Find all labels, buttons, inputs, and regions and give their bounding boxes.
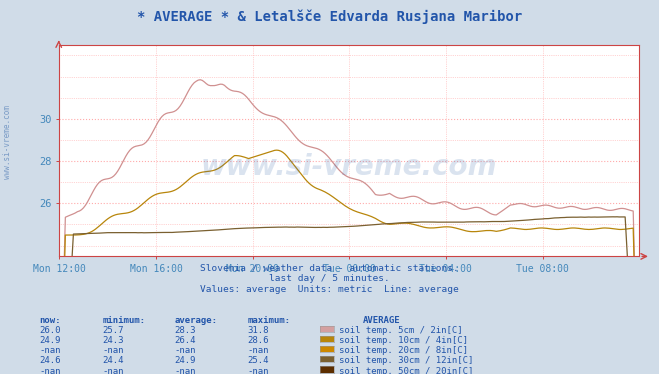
Text: -nan: -nan [40, 346, 61, 355]
Text: -nan: -nan [40, 367, 61, 374]
Text: soil temp. 5cm / 2in[C]: soil temp. 5cm / 2in[C] [339, 326, 463, 335]
Text: -nan: -nan [175, 367, 196, 374]
Text: -nan: -nan [102, 367, 124, 374]
Text: 28.6: 28.6 [247, 336, 269, 345]
Text: AVERAGE: AVERAGE [362, 316, 400, 325]
Text: 31.8: 31.8 [247, 326, 269, 335]
Text: 24.9: 24.9 [175, 356, 196, 365]
Text: -nan: -nan [102, 346, 124, 355]
Text: 24.6: 24.6 [40, 356, 61, 365]
Text: 28.3: 28.3 [175, 326, 196, 335]
Text: -nan: -nan [247, 346, 269, 355]
Text: soil temp. 20cm / 8in[C]: soil temp. 20cm / 8in[C] [339, 346, 469, 355]
Text: 25.7: 25.7 [102, 326, 124, 335]
Text: 25.4: 25.4 [247, 356, 269, 365]
Text: soil temp. 30cm / 12in[C]: soil temp. 30cm / 12in[C] [339, 356, 474, 365]
Text: 24.9: 24.9 [40, 336, 61, 345]
Text: average:: average: [175, 316, 217, 325]
Text: maximum:: maximum: [247, 316, 290, 325]
Text: www.si-vreme.com: www.si-vreme.com [201, 153, 498, 181]
Text: -nan: -nan [175, 346, 196, 355]
Text: 24.3: 24.3 [102, 336, 124, 345]
Text: 26.4: 26.4 [175, 336, 196, 345]
Text: 24.4: 24.4 [102, 356, 124, 365]
Text: soil temp. 50cm / 20in[C]: soil temp. 50cm / 20in[C] [339, 367, 474, 374]
Text: 26.0: 26.0 [40, 326, 61, 335]
Text: www.si-vreme.com: www.si-vreme.com [3, 105, 13, 179]
Text: * AVERAGE * & Letalšče Edvarda Rusjana Maribor: * AVERAGE * & Letalšče Edvarda Rusjana M… [137, 9, 522, 24]
Text: Values: average  Units: metric  Line: average: Values: average Units: metric Line: aver… [200, 285, 459, 294]
Text: minimum:: minimum: [102, 316, 145, 325]
Text: last day / 5 minutes.: last day / 5 minutes. [269, 274, 390, 283]
Text: now:: now: [40, 316, 61, 325]
Text: Slovenia / weather data - automatic stations.: Slovenia / weather data - automatic stat… [200, 264, 459, 273]
Text: soil temp. 10cm / 4in[C]: soil temp. 10cm / 4in[C] [339, 336, 469, 345]
Text: -nan: -nan [247, 367, 269, 374]
